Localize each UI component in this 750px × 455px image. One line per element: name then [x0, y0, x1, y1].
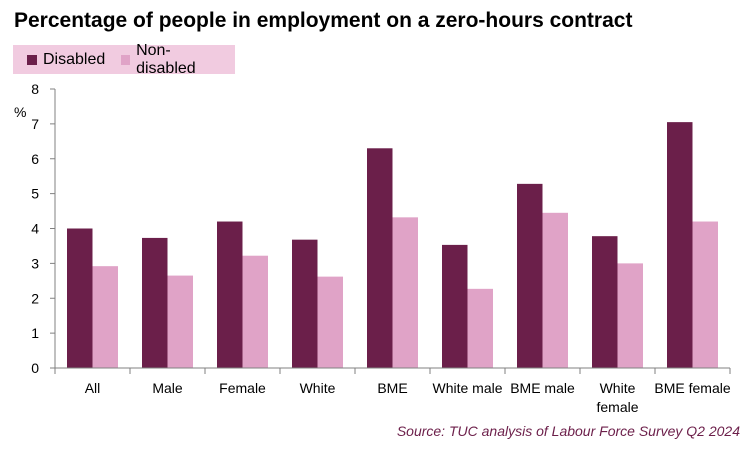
bar-non-disabled — [167, 275, 193, 368]
y-tick-label: 3 — [31, 255, 39, 271]
bar-disabled — [667, 122, 693, 368]
y-tick-label: 2 — [31, 290, 39, 306]
bar-disabled — [217, 221, 243, 368]
bar-non-disabled — [92, 266, 118, 368]
bar-non-disabled — [617, 263, 643, 368]
bar-disabled — [67, 228, 93, 368]
x-tick-label: Male — [152, 380, 183, 396]
x-tick-label: BME female — [654, 380, 730, 396]
legend-swatch-disabled — [27, 54, 37, 65]
x-tick-label: White — [300, 380, 336, 396]
legend-item-disabled: Disabled — [27, 51, 105, 69]
y-axis-label: % — [14, 104, 26, 120]
chart-title: Percentage of people in employment on a … — [14, 9, 633, 32]
bar-non-disabled — [542, 212, 568, 368]
bar-non-disabled — [317, 276, 343, 368]
bar-disabled — [592, 236, 618, 368]
y-tick-label: 1 — [31, 325, 39, 341]
x-tick-label: BME male — [510, 380, 575, 396]
legend: Disabled Non-disabled — [13, 42, 235, 77]
y-tick-label: 6 — [31, 151, 39, 167]
x-tick-label: White male — [432, 380, 502, 396]
bar-disabled — [517, 183, 543, 368]
bar-non-disabled — [242, 255, 268, 368]
bar-disabled — [442, 244, 468, 368]
bar-non-disabled — [467, 288, 493, 368]
y-tick-label: 4 — [31, 221, 39, 237]
legend-label-disabled: Disabled — [43, 50, 106, 68]
y-tick-label: 5 — [31, 186, 39, 202]
y-tick-label: 0 — [31, 360, 39, 376]
x-tick-label: BME — [377, 380, 407, 396]
x-tick-label: All — [85, 380, 101, 396]
bar-non-disabled — [692, 221, 718, 368]
bar-disabled — [367, 148, 393, 368]
legend-label-non-disabled: Non-disabled — [136, 41, 196, 77]
y-tick-label: 8 — [31, 81, 39, 97]
bar-non-disabled — [392, 217, 418, 368]
x-tick-label: Female — [219, 380, 266, 396]
legend-swatch-non-disabled — [121, 54, 131, 65]
x-tick-label: female — [596, 399, 638, 415]
bar-disabled — [292, 239, 318, 368]
y-tick-label: 7 — [31, 116, 39, 132]
legend-item-non-disabled: Non-disabled — [121, 42, 219, 78]
x-tick-label: White — [600, 380, 636, 396]
bar-disabled — [142, 237, 168, 368]
source-note: Source: TUC analysis of Labour Force Sur… — [396, 423, 740, 439]
